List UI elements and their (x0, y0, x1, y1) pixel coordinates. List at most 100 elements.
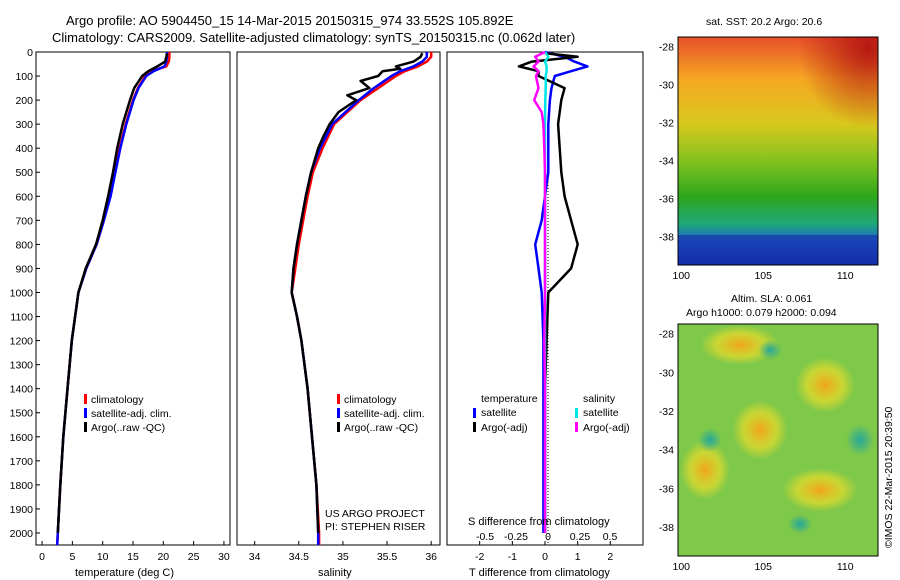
salinity-x-label: salinity (318, 567, 352, 579)
depth-tick-label: 1400 (10, 384, 34, 396)
salinity-legend: climatology satellite-adj. clim. Argo(..… (337, 394, 425, 434)
depth-tick-label: 1100 (10, 312, 33, 324)
legend-swatch-sal-satellite (575, 408, 578, 418)
difference-lines (517, 50, 589, 533)
x-tick-label: 30 (218, 551, 230, 563)
x-tick-label: 35 (337, 551, 349, 563)
depth-tick-label: 300 (15, 119, 33, 131)
top-tick-label: 0.5 (603, 531, 618, 543)
sla-map-title: Altim. SLA: 0.061 (731, 293, 812, 305)
sla-map-subtitle: Argo h1000: 0.079 h2000: 0.094 (686, 307, 837, 319)
depth-tick-label: 1800 (10, 480, 34, 492)
temperature-legend: climatology satellite-adj. clim. Argo(..… (84, 394, 172, 434)
depth-tick-label: 1200 (10, 336, 34, 348)
x-tick-label: 34.5 (289, 551, 310, 563)
difference-legend: temperature salinity satellite Argo(-adj… (473, 393, 630, 434)
legend-label-temp-satellite: satellite (481, 407, 517, 419)
map-y-tick-label: -38 (659, 232, 674, 244)
depth-tick-label: 0 (27, 47, 33, 59)
sst-map-frame (677, 36, 879, 266)
map-y-tick-label: -30 (659, 367, 674, 379)
series-line-argo-raw-qc- (56, 52, 169, 534)
sst-map-axes: 100 105 110 -28 -30 -32 -34 -36 -38 (659, 42, 854, 283)
sla-low-patch (758, 340, 782, 360)
depth-tick-label: 1000 (10, 287, 34, 299)
legend-label-argo: Argo(..raw -QC) (344, 422, 418, 434)
x-tick-label: 25 (188, 551, 200, 563)
x-tick-label: 35.5 (377, 551, 398, 563)
depth-tick-label: 200 (15, 95, 33, 107)
x-tick-label: 0 (542, 551, 548, 563)
sla-low-patch (788, 514, 812, 534)
legend-label-sal-argo: Argo(-adj) (583, 422, 630, 434)
x-tick-label: 1 (575, 551, 581, 563)
salinity-panel-frame (236, 51, 441, 546)
series-line-satellite-adj-clim- (55, 52, 169, 546)
depth-tick-label: 1600 (10, 432, 34, 444)
x-tick-label: 20 (157, 551, 169, 563)
legend-swatch-temp-satellite (473, 408, 476, 418)
legend-label-climatology: climatology (344, 394, 397, 406)
sla-high-patch (782, 468, 858, 512)
sla-high-patch (732, 400, 788, 460)
legend-label-satellite: satellite-adj. clim. (344, 408, 425, 420)
legend-label-argo: Argo(..raw -QC) (91, 422, 165, 434)
legend-swatch-satellite (337, 408, 340, 418)
depth-tick-label: 2000 (10, 528, 34, 540)
map-y-tick-label: -34 (659, 445, 674, 457)
series-line-argo-raw-qc- (290, 52, 424, 534)
map-y-tick-label: -36 (659, 483, 674, 495)
series-line-satellite-adj-clim- (290, 52, 429, 545)
depth-tick-label: 800 (15, 239, 33, 251)
depth-tick-label: 400 (15, 143, 33, 155)
x-tick-label: 5 (69, 551, 75, 563)
depth-tick-label: 700 (15, 215, 33, 227)
pi-label: PI: STEPHEN RISER (325, 521, 426, 533)
x-tick-label: 15 (127, 551, 139, 563)
legend-swatch-temp-argo (473, 422, 476, 432)
sst-map (677, 36, 879, 266)
x-tick-label: 34 (249, 551, 261, 563)
depth-tick-label: 600 (15, 191, 33, 203)
map-y-tick-label: -30 (659, 80, 674, 92)
map-y-tick-label: -32 (659, 118, 674, 130)
salinity-lines (290, 52, 433, 545)
legend-label-satellite: satellite-adj. clim. (91, 408, 172, 420)
sst-map-title: sat. SST: 20.2 Argo: 20.6 (706, 16, 822, 28)
figure-title-line1: Argo profile: AO 5904450_15 14-Mar-2015 … (66, 13, 514, 28)
sla-map-frame (677, 323, 879, 557)
depth-tick-label: 900 (15, 263, 33, 275)
depth-tick-label: 1500 (10, 408, 34, 420)
depth-tick-label: 500 (15, 167, 33, 179)
legend-swatch-argo (337, 422, 340, 432)
legend-label-sal-satellite: satellite (583, 407, 619, 419)
depth-tick-label: 1300 (10, 360, 34, 372)
map-x-tick-label: 110 (837, 270, 854, 282)
legend-label-temp-argo: Argo(-adj) (481, 422, 528, 434)
salinity-x-axis: 34 34.5 35 35.5 36 (249, 541, 437, 563)
map-y-tick-label: -28 (659, 329, 674, 341)
x-tick-label: -1 (508, 551, 517, 563)
sst-warm-patch (678, 37, 878, 265)
legend-swatch-argo (84, 422, 87, 432)
depth-tick-label: 1700 (10, 456, 34, 468)
sla-map-axes: 100 105 110 -28 -30 -32 -34 -36 -38 (659, 329, 854, 573)
series-line-temperature-satellite (533, 50, 589, 533)
map-y-tick-label: -38 (659, 522, 674, 534)
depth-axis: 0 100 200 300 400 500 600 700 800 900 1000 1100 1200… (10, 47, 40, 540)
map-y-tick-label: -34 (659, 156, 674, 168)
map-y-tick-label: -28 (659, 42, 674, 54)
map-x-tick-label: 105 (754, 270, 772, 282)
legend-swatch-sal-argo (575, 422, 578, 432)
depth-tick-label: 100 (15, 71, 33, 83)
difference-top-label: S difference from climatology (468, 516, 610, 528)
legend-swatch-satellite (84, 408, 87, 418)
temperature-panel-frame (35, 51, 231, 546)
map-x-tick-label: 105 (754, 561, 772, 573)
map-x-tick-label: 100 (673, 270, 691, 282)
temperature-x-axis: 0 5 10 15 20 25 30 (39, 541, 230, 563)
temperature-x-label: temperature (deg C) (75, 567, 174, 579)
top-tick-label: 0.25 (570, 531, 591, 543)
sla-high-patch (795, 357, 855, 413)
